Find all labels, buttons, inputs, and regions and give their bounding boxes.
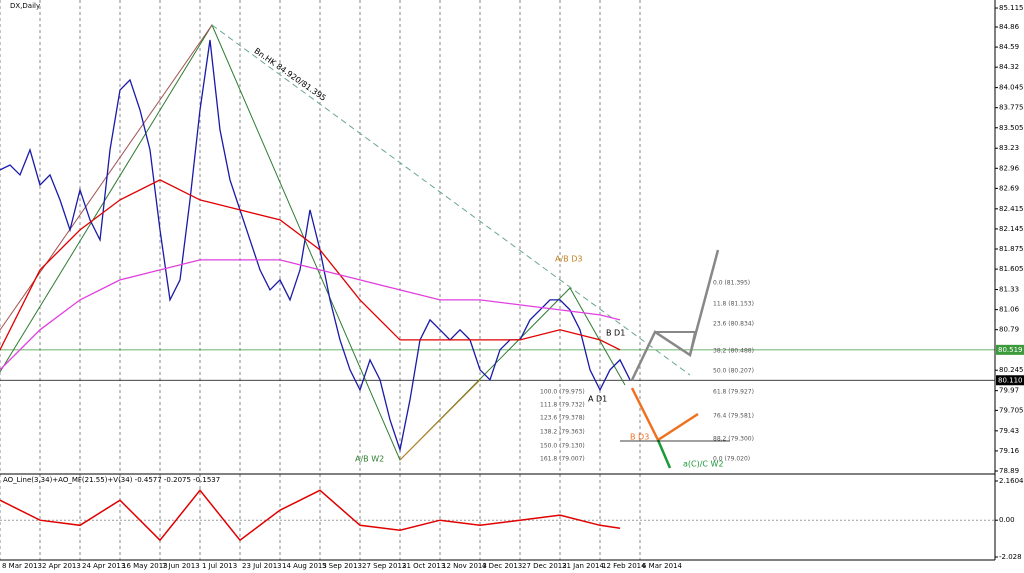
y-tick-label: 84.59 [999, 43, 1019, 51]
y-tick-label: 82.415 [999, 205, 1024, 213]
series-line [0, 489, 621, 542]
x-tick-label: 5 Sep 2013 [322, 562, 362, 570]
y-tick-label: 85.115 [999, 4, 1024, 12]
y-tick-label: 84.86 [999, 23, 1020, 31]
x-tick-label: 8 Mar 2013 [2, 562, 42, 570]
x-tick-label: 6 Mar 2014 [642, 562, 682, 570]
x-tick-label: 23 Jul 2013 [242, 562, 282, 570]
x-tick-label: 21 Jan 2014 [562, 562, 605, 570]
x-tick-label: 16 May 2013 [122, 562, 168, 570]
y-tick-label: 83.23 [999, 144, 1019, 152]
x-tick-label: 7 Jun 2013 [162, 562, 200, 570]
fib-label: 0.0 (79.020) [713, 456, 750, 463]
y2-tick-label: -2.028 [999, 553, 1022, 561]
fib-label: 123.6 (79.378) [540, 415, 585, 422]
fib-label: 150.0 (79.130) [540, 443, 585, 450]
y-tick-label: 81.875 [999, 245, 1024, 253]
y-tick-label: 81.33 [999, 286, 1019, 294]
price-label: 80.110 [998, 376, 1023, 384]
annotation: A D1 [588, 395, 607, 404]
trend-line [211, 24, 691, 376]
projection [655, 331, 697, 356]
chart-title: DX,Daily [10, 2, 40, 10]
y2-tick-label: 2.1604 [999, 477, 1024, 485]
x-tick-label: 4 Dec 2013 [482, 562, 522, 570]
x-tick-label: 27 Sep 2013 [362, 562, 406, 570]
y-tick-label: 79.16 [999, 447, 1020, 455]
fib-label: 50.0 (80.207) [713, 368, 754, 375]
y-tick-label: 80.79 [999, 326, 1019, 334]
x-tick-label: 24 Apr 2013 [82, 562, 125, 570]
trend-line [399, 379, 481, 461]
y-tick-label: 84.045 [999, 84, 1024, 92]
grid [0, 0, 995, 560]
indicator-label: AO_Line(3,34)+AO_MF(21.55)+V(34) -0.4577… [3, 476, 220, 484]
y-tick-label: 81.06 [999, 306, 1020, 314]
x-tick-label: 12 Feb 2014 [602, 562, 646, 570]
y-tick-label: 82.145 [999, 225, 1024, 233]
fib-label: 161.8 (79.007) [540, 456, 585, 463]
y2-tick-label: 0.00 [999, 516, 1015, 524]
fib-label: 100.0 (79.975) [540, 389, 585, 396]
annotation: A/B D3 [555, 255, 582, 264]
y-tick-label: 81.605 [999, 265, 1024, 273]
x-tick-label: 27 Dec 2013 [522, 562, 567, 570]
x-tick-label: 2 Apr 2013 [42, 562, 81, 570]
fib-label: 111.8 (79.732) [540, 402, 585, 409]
x-tick-label: 1 Jul 2013 [202, 562, 237, 570]
y-tick-label: 83.505 [999, 124, 1024, 132]
fib-label: 61.8 (79.927) [713, 389, 754, 396]
fib-label: 0.0 (81.395) [713, 280, 750, 287]
fib-label: 23.6 (80.834) [713, 321, 754, 328]
y-tick-label: 79.705 [999, 406, 1024, 414]
fib-label: 88.2 (79.300) [713, 436, 754, 443]
y-tick-label: 83.775 [999, 104, 1024, 112]
fib-label: 138.2 (79.363) [540, 429, 585, 436]
series-line [0, 179, 621, 351]
y-tick-label: 82.69 [999, 184, 1019, 192]
x-tick-label: 12 Nov 2013 [442, 562, 487, 570]
x-tick-label: 14 Aug 2013 [282, 562, 327, 570]
projection [656, 439, 672, 469]
price-box [996, 344, 1024, 355]
projection [630, 249, 720, 381]
price-label: 80.519 [998, 346, 1023, 354]
y-tick-label: 84.32 [999, 63, 1019, 71]
annotation: A/B W2 [355, 455, 384, 464]
y-tick-label: 80.245 [999, 366, 1024, 374]
price-box [996, 375, 1024, 386]
series-line [0, 39, 631, 453]
y-tick-label: 82.96 [999, 164, 1020, 172]
x-tick-label: 21 Oct 2013 [402, 562, 445, 570]
y-tick-label: 79.97 [999, 387, 1019, 395]
y-tick-label: 79.43 [999, 427, 1019, 435]
fib-label: 76.4 (79.581) [713, 413, 754, 420]
annotation: B D1 [606, 329, 625, 338]
y-tick-label: 78.89 [999, 467, 1019, 475]
fib-label: 38.2 (80.488) [713, 348, 754, 355]
series-line [0, 259, 621, 371]
fib-label: 11.8 (81.153) [713, 301, 754, 308]
annotation: B D3 [630, 433, 649, 442]
annotation: a(C)/C W2 [683, 460, 724, 469]
